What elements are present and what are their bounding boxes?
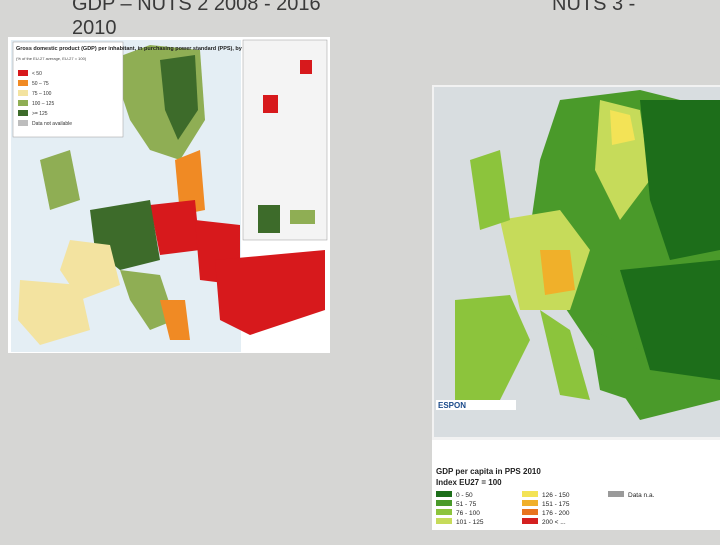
region xyxy=(215,250,325,335)
legend-swatch xyxy=(522,509,538,515)
region xyxy=(160,55,198,140)
legend-label: 75 – 100 xyxy=(32,91,52,97)
region xyxy=(540,250,575,295)
legend-swatch xyxy=(18,90,28,96)
legend-label: 200 < ... xyxy=(542,519,566,526)
region xyxy=(620,260,720,380)
legend-swatch xyxy=(436,500,452,506)
region xyxy=(120,270,175,330)
region xyxy=(470,150,510,230)
region xyxy=(18,280,90,345)
legend-swatch xyxy=(608,491,624,497)
legend-label: 101 - 125 xyxy=(456,519,484,526)
legend-label: < 50 xyxy=(32,71,42,77)
legend-swatch xyxy=(436,491,452,497)
legend-swatch xyxy=(436,509,452,515)
legend-label: 51 - 75 xyxy=(456,501,477,508)
legend-area xyxy=(432,440,720,530)
region xyxy=(640,100,720,260)
logo-box xyxy=(436,400,516,410)
legend-label: Data n.a. xyxy=(628,492,655,499)
right-title: NUTS 3 - xyxy=(552,0,635,15)
legend-swatch xyxy=(522,500,538,506)
region xyxy=(150,200,200,255)
inset-region xyxy=(290,210,315,224)
left-title-line: 2010 xyxy=(72,17,117,39)
inset-panel xyxy=(242,39,328,241)
region xyxy=(590,330,640,400)
legend-label: Data not available xyxy=(32,121,72,127)
map-subtitle: (% of the EU-27 average, EU-27 = 100) xyxy=(16,56,87,61)
legend-label: 126 - 150 xyxy=(542,492,570,499)
region xyxy=(595,100,650,220)
legend-label: 100 – 125 xyxy=(32,101,54,107)
legend-swatch xyxy=(18,100,28,106)
region xyxy=(160,300,190,340)
region xyxy=(610,110,635,145)
legend-label: 151 - 175 xyxy=(542,501,570,508)
legend-title: GDP per capita in PPS 2010 xyxy=(436,467,541,476)
legend-label: 76 - 100 xyxy=(456,510,480,517)
legend-label: 0 - 50 xyxy=(456,492,473,499)
region xyxy=(175,150,205,215)
right-map: ESPON GDP per capita in PPS 2010 Index E… xyxy=(432,85,720,530)
legend-label: >= 125 xyxy=(32,111,48,117)
region xyxy=(40,150,80,210)
inset-region xyxy=(258,205,280,233)
legend: 0 - 50 51 - 75 76 - 100 101 - 125 126 - 150 1… xyxy=(436,491,655,526)
legend-title: Index EU27 = 100 xyxy=(436,478,502,487)
legend-label: 50 – 75 xyxy=(32,81,49,87)
region xyxy=(455,295,530,400)
left-title-line: GDP – NUTS 2 2008 - 2016 xyxy=(72,0,321,15)
left-map: Gross domestic product (GDP) per inhabit… xyxy=(8,37,330,353)
inset-region xyxy=(300,60,312,74)
legend-swatch xyxy=(18,110,28,116)
legend-box xyxy=(12,41,124,138)
legend-swatch xyxy=(436,518,452,524)
legend-label: 176 - 200 xyxy=(542,510,570,517)
legend-swatch xyxy=(18,80,28,86)
legend: < 50 50 – 75 75 – 100 100 – 125 >= 125 Data n… xyxy=(18,70,72,127)
legend-swatch xyxy=(18,70,28,76)
legend-swatch xyxy=(522,491,538,497)
logo: ESPON xyxy=(438,401,466,410)
region xyxy=(540,310,590,400)
legend-swatch xyxy=(18,120,28,126)
inset-region xyxy=(263,95,278,113)
legend-swatch xyxy=(522,518,538,524)
map-title: Gross domestic product (GDP) per inhabit… xyxy=(16,45,307,52)
